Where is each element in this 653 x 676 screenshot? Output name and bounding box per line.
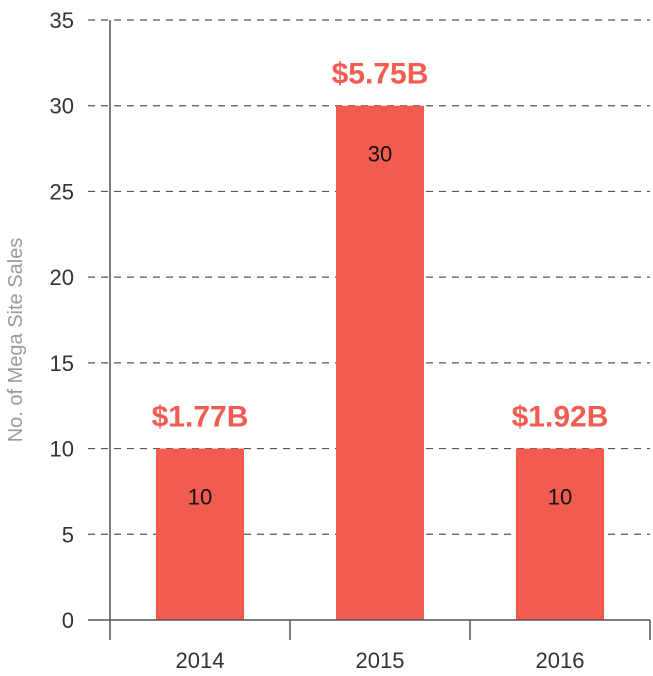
x-tick-labels: 2014 2015 2016 <box>176 648 585 673</box>
y-tick-label: 20 <box>50 265 74 290</box>
bar-top-label: $1.92B <box>512 401 609 434</box>
y-tick-label: 30 <box>50 94 74 119</box>
bar-layer <box>156 105 604 620</box>
data-labels: 10 $1.77B 30 $5.75B 10 $1.92B <box>152 58 609 510</box>
bar <box>336 105 424 620</box>
y-tick-label: 10 <box>50 437 74 462</box>
y-tick-label: 5 <box>62 522 74 547</box>
y-tick-label: 0 <box>62 608 74 633</box>
y-axis-title: No. of Mega Site Sales <box>5 238 27 443</box>
x-tick-label: 2015 <box>356 648 405 673</box>
y-tick-label: 35 <box>50 8 74 33</box>
y-tick-label: 25 <box>50 179 74 204</box>
y-tick-label: 15 <box>50 351 74 376</box>
bar-top-label: $1.77B <box>152 401 249 434</box>
y-tick-labels: 0 5 10 15 20 25 30 35 <box>50 8 74 633</box>
bar <box>516 448 604 620</box>
bar-top-label: $5.75B <box>332 58 429 91</box>
bar-value-label: 10 <box>548 485 572 510</box>
x-tick-label: 2016 <box>536 648 585 673</box>
x-tick-label: 2014 <box>176 648 225 673</box>
bar-value-label: 10 <box>188 485 212 510</box>
axis-layer <box>88 20 651 640</box>
bar <box>156 448 244 620</box>
bar-value-label: 30 <box>368 142 392 167</box>
